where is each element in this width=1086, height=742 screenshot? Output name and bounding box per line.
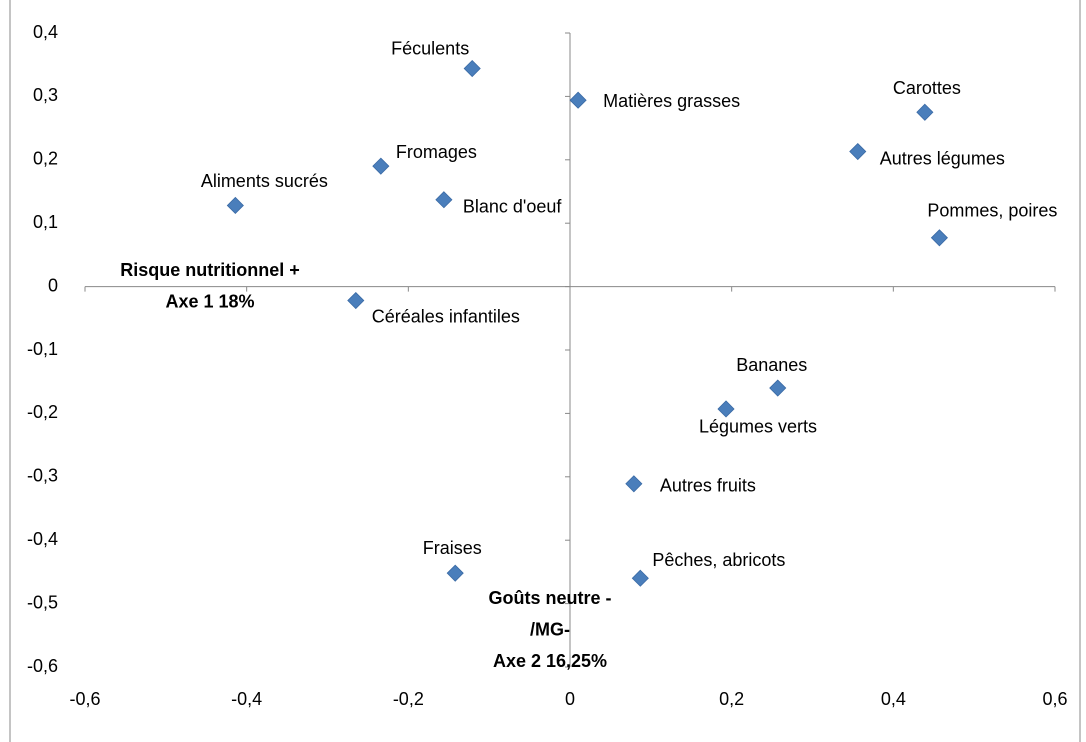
- point-label: Céréales infantiles: [372, 306, 520, 326]
- point: [435, 191, 453, 209]
- point-label: Pommes, poires: [927, 201, 1057, 221]
- point-label: Féculents: [391, 38, 469, 58]
- y-tick-label: 0,4: [33, 22, 58, 42]
- y-tick-label: 0,3: [33, 85, 58, 105]
- annotation: /MG-: [530, 619, 570, 639]
- y-tick-label: -0,5: [27, 592, 58, 612]
- point-label: Fraises: [423, 538, 482, 558]
- point-label: Légumes verts: [699, 417, 817, 437]
- annotation: Goûts neutre -: [488, 588, 611, 608]
- point: [631, 569, 649, 587]
- annotation: Risque nutritionnel +: [120, 260, 300, 280]
- annotation: Axe 1 18%: [165, 291, 254, 311]
- point: [625, 475, 643, 493]
- y-tick-label: 0: [48, 275, 58, 295]
- x-tick-label: 0: [565, 689, 575, 709]
- x-tick-label: 0,6: [1042, 689, 1067, 709]
- point: [226, 196, 244, 215]
- point: [347, 291, 365, 310]
- point: [717, 400, 735, 418]
- point: [849, 142, 867, 161]
- annotation: Axe 2 16,25%: [493, 651, 607, 671]
- y-tick-label: 0,2: [33, 149, 58, 169]
- y-tick-label: -0,4: [27, 529, 58, 549]
- x-tick-label: -0,4: [231, 689, 262, 709]
- point: [372, 157, 390, 175]
- point-label: Fromages: [396, 142, 477, 162]
- y-tick-label: -0,6: [27, 656, 58, 676]
- point: [569, 91, 587, 109]
- point: [463, 59, 481, 78]
- point: [769, 379, 787, 397]
- y-tick-label: -0,3: [27, 466, 58, 486]
- y-tick-label: -0,2: [27, 402, 58, 422]
- point-label: Autres légumes: [880, 148, 1005, 168]
- point-label: Bananes: [736, 355, 807, 375]
- point-label: Matières grasses: [603, 91, 740, 111]
- x-tick-label: 0,4: [881, 689, 906, 709]
- point: [446, 564, 464, 582]
- y-tick-label: -0,1: [27, 339, 58, 359]
- point: [916, 103, 934, 121]
- point: [930, 229, 948, 247]
- y-tick-label: 0,1: [33, 212, 58, 232]
- x-tick-label: -0,2: [393, 689, 424, 709]
- point-label: Aliments sucrés: [201, 171, 328, 191]
- x-tick-label: -0,6: [69, 689, 100, 709]
- point-label: Pêches, abricots: [652, 550, 785, 570]
- point-label: Autres fruits: [660, 476, 756, 496]
- point-label: Blanc d'oeuf: [463, 196, 563, 216]
- x-tick-label: 0,2: [719, 689, 744, 709]
- point-label: Carottes: [893, 78, 961, 98]
